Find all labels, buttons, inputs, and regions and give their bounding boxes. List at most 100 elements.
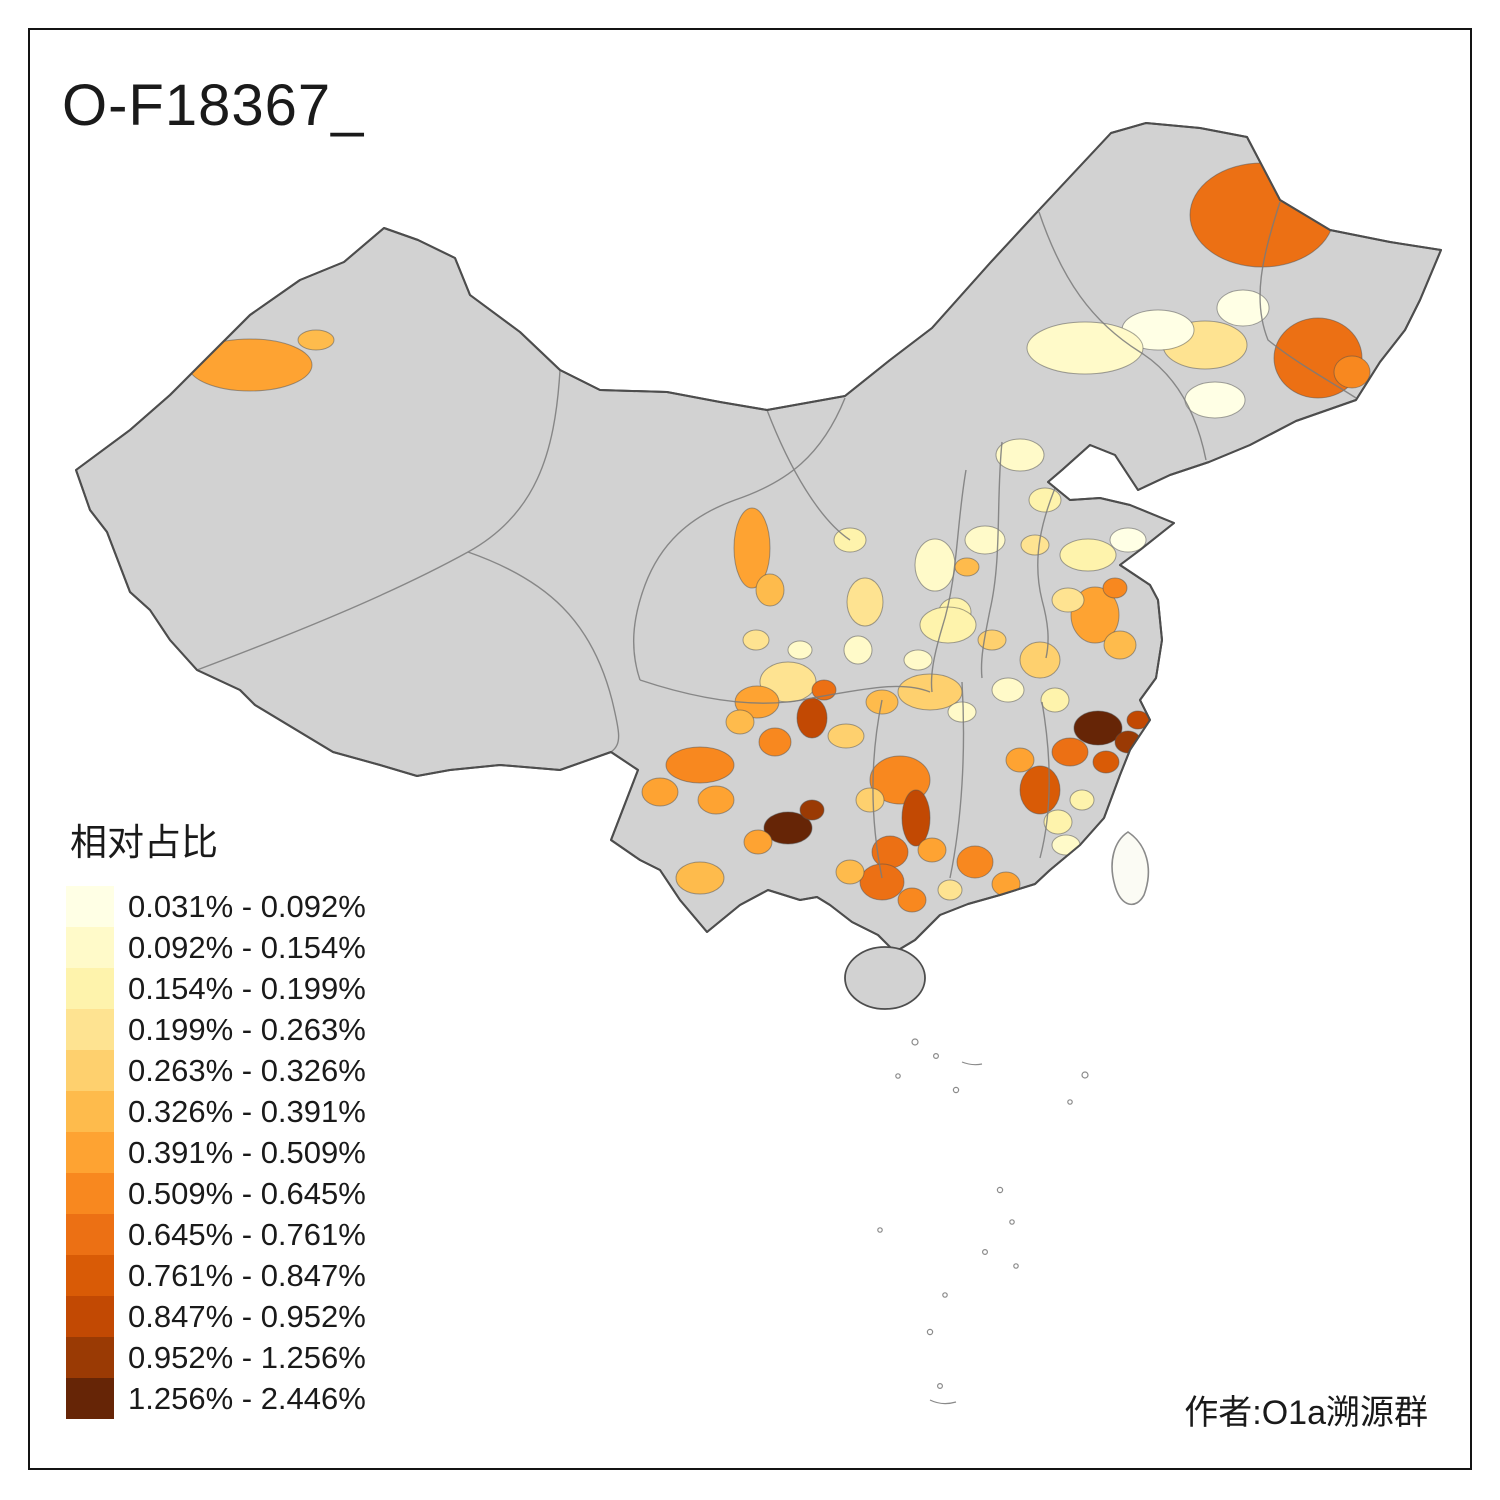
legend-item: 0.263% - 0.326% xyxy=(66,1050,366,1091)
legend-item: 0.199% - 0.263% xyxy=(66,1009,366,1050)
map-region xyxy=(956,845,994,879)
map-region xyxy=(859,863,905,901)
legend-swatch xyxy=(66,968,114,1009)
legend-label: 0.761% - 0.847% xyxy=(128,1257,366,1293)
legend-item: 0.154% - 0.199% xyxy=(66,968,366,1009)
legend-swatch xyxy=(66,1378,114,1419)
map-region xyxy=(1026,321,1144,375)
legend-title: 相对占比 xyxy=(70,822,218,863)
map-region xyxy=(742,629,770,651)
taiwan-island xyxy=(1111,831,1150,906)
map-region xyxy=(1051,587,1085,613)
hainan-island xyxy=(844,946,926,1010)
map-region xyxy=(827,723,865,749)
map-region xyxy=(947,701,977,723)
map-region xyxy=(1051,834,1081,856)
map-region xyxy=(641,777,679,807)
attribution: 作者:O1a溯源群 xyxy=(1184,1394,1428,1432)
map-region xyxy=(755,573,785,607)
map-region xyxy=(743,829,773,855)
map-region xyxy=(846,577,884,627)
map-region xyxy=(1051,737,1089,767)
legend-swatch xyxy=(66,1173,114,1214)
map-region xyxy=(297,329,335,351)
legend-label: 0.326% - 0.391% xyxy=(128,1093,366,1129)
map-region xyxy=(1020,534,1050,556)
choropleth-regions xyxy=(187,162,1371,913)
legend-label: 0.952% - 1.256% xyxy=(128,1339,366,1375)
map-region xyxy=(843,635,873,665)
map-region xyxy=(1028,487,1062,513)
legend-label: 0.509% - 0.645% xyxy=(128,1175,366,1211)
legend-label: 1.256% - 2.446% xyxy=(128,1380,366,1416)
map-region xyxy=(1005,747,1035,773)
legend-item: 0.326% - 0.391% xyxy=(66,1091,366,1132)
map-region xyxy=(665,746,735,784)
south-china-sea-islands xyxy=(877,1038,1089,1405)
map-region xyxy=(855,787,885,813)
legend-swatch xyxy=(66,1009,114,1050)
map-region xyxy=(187,338,313,392)
map-region xyxy=(733,507,771,589)
map-region xyxy=(991,677,1025,703)
legend-item: 0.031% - 0.092% xyxy=(66,886,366,927)
map-region xyxy=(1069,789,1095,811)
legend-item: 0.761% - 0.847% xyxy=(66,1255,366,1296)
map-region xyxy=(914,538,956,592)
map-region xyxy=(897,887,927,913)
map-region xyxy=(1019,765,1061,815)
map-region xyxy=(835,859,865,885)
map-region xyxy=(977,629,1007,651)
legend-label: 0.391% - 0.509% xyxy=(128,1134,366,1170)
legend-label: 0.263% - 0.326% xyxy=(128,1052,366,1088)
map-region xyxy=(1114,730,1142,754)
legend-item: 0.509% - 0.645% xyxy=(66,1173,366,1214)
legend-swatch xyxy=(66,1337,114,1378)
legend-swatch xyxy=(66,1296,114,1337)
map-region xyxy=(1184,381,1246,419)
map-region xyxy=(697,785,735,815)
legend-swatch xyxy=(66,1091,114,1132)
map-region xyxy=(1333,355,1371,389)
map-region xyxy=(725,709,755,735)
legend-label: 0.847% - 0.952% xyxy=(128,1298,366,1334)
map-region xyxy=(1102,577,1128,599)
legend-item: 0.847% - 0.952% xyxy=(66,1296,366,1337)
map-region xyxy=(787,640,813,660)
province-borders xyxy=(196,201,1357,879)
map-region xyxy=(917,837,947,863)
map-region xyxy=(954,557,980,577)
legend-label: 0.154% - 0.199% xyxy=(128,970,366,1006)
legend-swatch xyxy=(66,886,114,927)
map-region xyxy=(903,649,933,671)
map-region xyxy=(901,789,931,847)
map-region xyxy=(1073,710,1123,746)
legend-item: 0.952% - 1.256% xyxy=(66,1337,366,1378)
legend-swatch xyxy=(66,1255,114,1296)
legend-item: 1.256% - 2.446% xyxy=(66,1378,366,1419)
map-region xyxy=(995,438,1045,472)
legend-label: 0.031% - 0.092% xyxy=(128,888,366,924)
legend-swatch xyxy=(66,1214,114,1255)
map-region xyxy=(1019,641,1061,679)
map-region xyxy=(796,697,828,739)
map-region xyxy=(964,525,1006,555)
map-region xyxy=(763,811,813,845)
map-region xyxy=(919,606,977,644)
legend-swatch xyxy=(66,1132,114,1173)
map-region xyxy=(1092,750,1120,774)
map-region xyxy=(1189,162,1335,268)
map-region xyxy=(675,861,725,895)
legend-swatch xyxy=(66,1050,114,1091)
figure-title: O-F18367_ xyxy=(62,73,365,138)
map-region xyxy=(1059,538,1117,572)
map-region xyxy=(799,799,825,821)
legend-label: 0.199% - 0.263% xyxy=(128,1011,366,1047)
map-region xyxy=(1109,527,1147,553)
map-region xyxy=(1043,809,1073,835)
legend-item: 0.645% - 0.761% xyxy=(66,1214,366,1255)
legend-item: 0.092% - 0.154% xyxy=(66,927,366,968)
map-region xyxy=(1040,687,1070,713)
legend-items: 0.031% - 0.092% 0.092% - 0.154% 0.154% - 0… xyxy=(66,886,366,1419)
